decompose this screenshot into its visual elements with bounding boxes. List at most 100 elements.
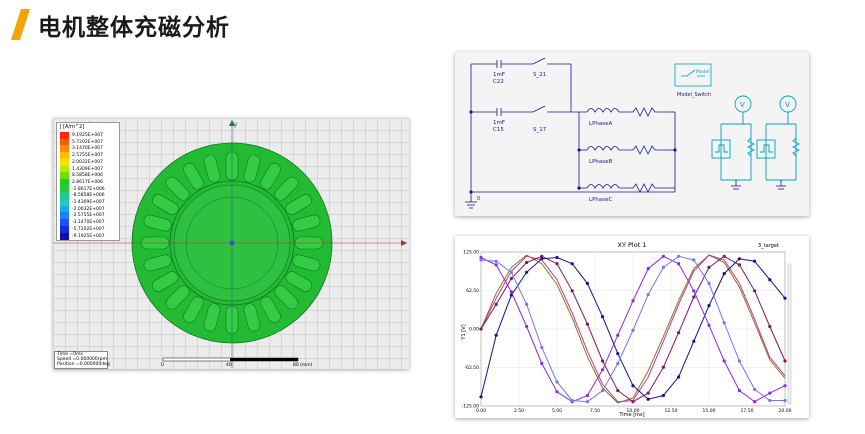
model-switch-box <box>674 63 712 87</box>
stator-slot <box>183 296 204 323</box>
legend-swatch <box>60 225 69 233</box>
voltmeter-2-label: V <box>785 101 790 109</box>
c22-name: C22 <box>493 79 504 85</box>
xy-plot-panel: XY Plot 1 3_target Y1 [V] Time [ms] 0.00… <box>455 236 809 418</box>
c22-value: 1mF <box>493 72 505 78</box>
legend-swatch <box>60 172 69 180</box>
legend-row: -2.0032E+007 <box>60 205 117 213</box>
series-point <box>722 359 726 363</box>
legend-row: 3.1470E+007 <box>60 145 117 153</box>
series-point <box>677 375 681 379</box>
series-point <box>737 263 741 267</box>
series-point <box>692 258 696 262</box>
series-point <box>753 259 757 263</box>
resistor-meter-2 <box>791 137 801 157</box>
legend-row: 2.8617E+006 <box>60 178 117 186</box>
legend-swatch <box>60 232 69 240</box>
legend-value: 1.4309E+007 <box>72 166 103 172</box>
legend-swatch <box>60 132 69 139</box>
legend-value: 2.5755E+007 <box>72 153 103 159</box>
phasec-label: LPhaseC <box>589 197 612 203</box>
y-tick-label: 0.00 <box>469 327 479 333</box>
legend-swatch <box>60 192 69 200</box>
series-point <box>479 255 483 260</box>
legend-value: 3.1470E+007 <box>72 146 103 152</box>
legend-value: -1.4309E+007 <box>72 200 105 205</box>
phasea-label: LPhaseA <box>589 121 612 127</box>
series-point <box>753 289 757 293</box>
inductor-phaseb <box>586 146 620 151</box>
series-point <box>509 270 513 274</box>
legend-row: -2.8617E+006 <box>60 185 117 193</box>
series-point <box>631 384 635 388</box>
voltmeter-1-label: V <box>740 101 745 109</box>
series-point <box>646 267 650 271</box>
legend-value: 9.1925E+007 <box>72 133 103 138</box>
series-point <box>661 265 665 269</box>
series-point <box>555 390 559 394</box>
series-point <box>479 258 483 262</box>
legend-value: 2.8617E+006 <box>72 179 103 185</box>
y-tick-label: 62.50 <box>466 288 479 294</box>
series-point <box>722 272 726 276</box>
series-point <box>585 393 589 398</box>
model-label: Model <box>696 69 710 75</box>
series-point <box>768 278 772 282</box>
legend-row: 2.0032E+007 <box>60 158 117 166</box>
motor-cross-section: y <box>53 120 407 368</box>
stator-slot <box>243 154 261 183</box>
plot-legend-label: 3_target <box>758 243 779 249</box>
stator-slot <box>203 154 221 183</box>
series-point <box>601 315 605 319</box>
stator-slot <box>203 303 221 332</box>
fea-field-plot: y J [A/m^2] 9.1925E+007 5.7202E+007 3.1470… <box>53 118 409 369</box>
legend-swatch <box>60 219 69 227</box>
phaseb-label: LPhaseB <box>589 159 612 165</box>
series-point <box>677 262 681 266</box>
series-point <box>783 384 787 388</box>
y-axis-arrow <box>229 120 235 126</box>
sim-info-box: Time =0ms Speed =0.000000rpm Position =0… <box>54 351 110 369</box>
s17-label: S_17 <box>533 127 547 133</box>
series-point <box>692 289 696 293</box>
stator-slot <box>274 176 299 201</box>
series-point <box>737 257 741 261</box>
series-point <box>585 281 589 285</box>
series-point <box>783 296 787 300</box>
x-tick-label: 7.50 <box>590 408 600 414</box>
stator-slot <box>285 271 312 292</box>
series-point <box>646 397 650 401</box>
legend-value: 5.7202E+007 <box>72 139 103 145</box>
series-point <box>737 359 741 363</box>
series-point <box>555 380 559 384</box>
stator-slot <box>143 254 172 272</box>
series-point <box>783 398 787 403</box>
series-point <box>570 398 574 403</box>
legend-value: -2.8617E+006 <box>72 186 105 192</box>
series-point <box>753 400 757 404</box>
legend-value: -8.5858E+006 <box>72 193 105 199</box>
stator-slot <box>260 163 281 190</box>
x-tick-label: 0.00 <box>476 408 486 414</box>
stator-slot <box>292 254 321 272</box>
stator-slot <box>292 214 321 232</box>
series-point <box>768 391 772 395</box>
series-point <box>585 400 589 404</box>
c15-value: 1mF <box>493 120 505 126</box>
stator-slot <box>152 194 179 215</box>
legend-row: -9.1925E+007 <box>60 232 117 240</box>
ground-symbol <box>465 192 477 209</box>
series-point <box>707 281 711 285</box>
ground-label: 0 <box>477 196 480 202</box>
legend-swatch <box>60 178 69 186</box>
s21-label: S_21 <box>533 72 546 78</box>
resistor-meter-1 <box>746 137 756 157</box>
series-point <box>585 322 589 326</box>
inductor-phasea <box>586 108 620 113</box>
legend-value: 8.5858E+006 <box>72 173 103 179</box>
circuit-schematic: 0 1mF C22 S_21 1mF C15 S_17 LPhaseA LPha… <box>455 52 809 216</box>
legend-row: 2.5755E+007 <box>60 152 117 160</box>
x-tick-label: 17.50 <box>741 408 754 414</box>
legend-swatch <box>60 205 69 213</box>
series-point <box>570 289 574 293</box>
